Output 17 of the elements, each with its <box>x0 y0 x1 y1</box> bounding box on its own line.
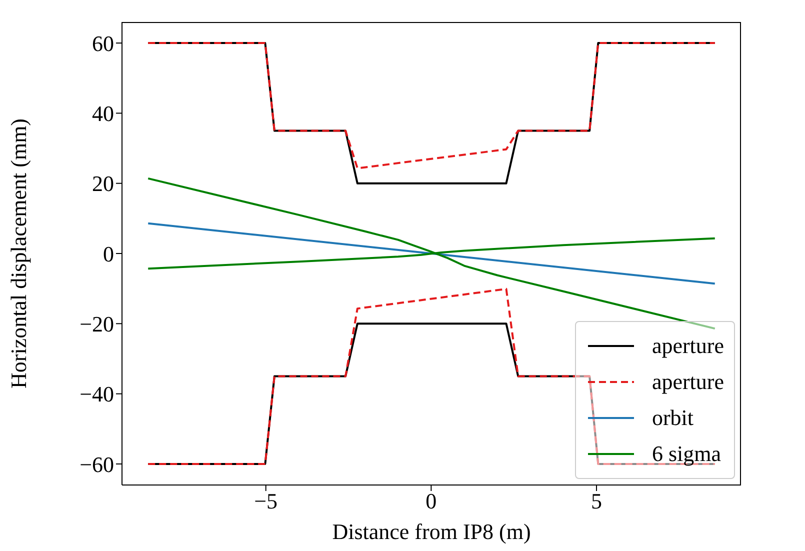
y-tick-label: 60 <box>92 30 114 56</box>
x-tick-label: 0 <box>426 488 437 514</box>
x-tick-label: −5 <box>254 488 278 514</box>
y-tick-label: −20 <box>80 311 114 336</box>
y-tick-label: 40 <box>92 101 114 126</box>
x-tick-label: 5 <box>591 488 602 514</box>
y-tick-label: −40 <box>80 382 114 407</box>
legend-label: aperture <box>652 369 724 395</box>
legend-label: aperture <box>652 333 724 359</box>
legend-label: orbit <box>652 405 694 431</box>
legend-label: 6 sigma <box>652 441 721 467</box>
y-tick-label: 20 <box>92 171 114 196</box>
x-axis-title: Distance from IP8 (m) <box>332 519 531 544</box>
y-tick-label: −60 <box>80 452 114 477</box>
y-axis-title: Horizontal displacement (mm) <box>6 118 31 389</box>
line-series <box>147 177 716 330</box>
y-tick-label: 0 <box>103 241 114 266</box>
